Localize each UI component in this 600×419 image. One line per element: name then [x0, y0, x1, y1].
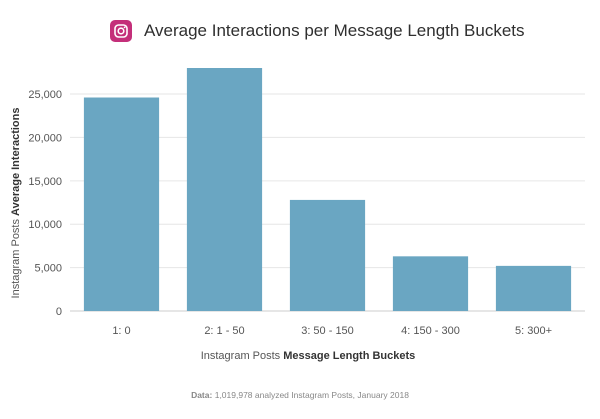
- data-source-prefix: Data:: [191, 390, 213, 400]
- bar: [392, 256, 469, 311]
- y-tick-label: 20,000: [28, 132, 62, 144]
- data-source-note: Data: 1,019,978 analyzed Instagram Posts…: [191, 390, 409, 400]
- y-axis-label-bold: Average Interactions: [10, 107, 22, 216]
- data-source-text: 1,019,978 analyzed Instagram Posts, Janu…: [214, 390, 409, 400]
- y-tick-label: 5,000: [34, 263, 62, 275]
- x-axis-label-bold: Message Length Buckets: [283, 350, 416, 362]
- bar: [186, 68, 263, 311]
- bar: [495, 265, 572, 311]
- y-tick-label: 25,000: [28, 89, 62, 101]
- y-axis-label-regular: Instagram Posts: [10, 219, 22, 299]
- y-axis-label: Instagram Posts Average Interactions: [10, 108, 22, 299]
- y-tick-label: 0: [56, 306, 62, 318]
- y-tick-label: 10,000: [28, 219, 62, 231]
- x-tick-label: 4: 150 - 300: [401, 325, 460, 337]
- x-tick-label: 2: 1 - 50: [204, 325, 244, 337]
- chart-title: Average Interactions per Message Length …: [144, 21, 525, 40]
- chart-header: Average Interactions per Message Length …: [110, 16, 525, 46]
- x-tick-label: 3: 50 - 150: [301, 325, 354, 337]
- instagram-icon: [110, 20, 132, 42]
- y-tick-label: 15,000: [28, 176, 62, 188]
- bar: [83, 97, 160, 311]
- x-axis-label-regular: Instagram Posts: [200, 350, 281, 362]
- x-tick-label: 1: 0: [112, 325, 130, 337]
- x-axis-label: Instagram Posts Message Length Buckets: [201, 350, 416, 362]
- bar: [289, 199, 366, 311]
- x-tick-label: 5: 300+: [515, 325, 552, 337]
